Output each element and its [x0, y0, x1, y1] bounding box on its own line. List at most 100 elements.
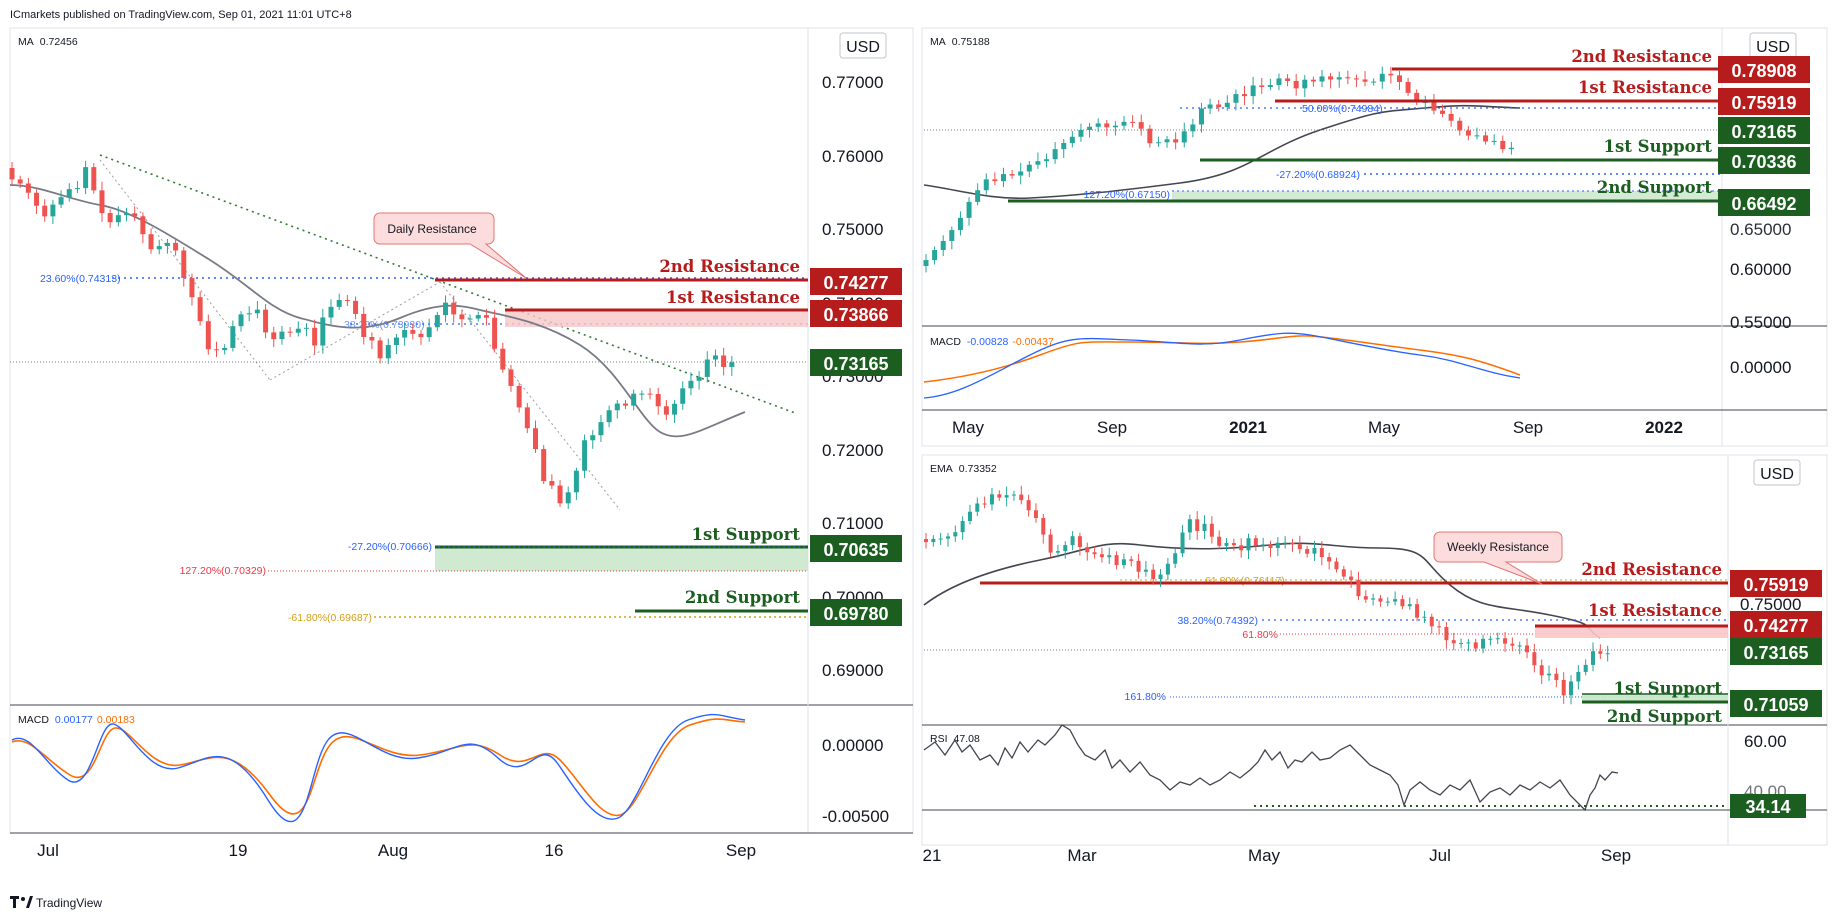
price-tag-text: 0.70336 — [1731, 152, 1796, 172]
candles — [924, 485, 1610, 705]
fib-label: -27.20%(0.70666) — [348, 541, 432, 553]
resistance-zone — [1535, 626, 1728, 638]
candle — [931, 538, 936, 543]
tradingview-brand: TradingView — [36, 896, 102, 910]
candle — [1259, 85, 1265, 88]
candle — [582, 440, 588, 471]
price-tag-text: 0.73866 — [823, 305, 888, 325]
candle — [1055, 551, 1060, 553]
candle — [992, 179, 998, 182]
candle — [483, 315, 489, 318]
price-tag — [810, 535, 902, 562]
price-tag-text: 0.73165 — [823, 354, 888, 374]
price-tag — [1730, 611, 1822, 638]
candle — [1440, 110, 1446, 114]
candle — [181, 250, 187, 279]
candle — [1121, 559, 1126, 566]
candle — [663, 406, 669, 415]
candle — [9, 168, 15, 180]
candle — [1517, 645, 1522, 647]
candle — [957, 217, 963, 231]
price-tag — [1718, 189, 1810, 216]
candle — [1353, 78, 1359, 80]
candle — [945, 536, 950, 539]
candle — [1400, 599, 1405, 607]
macd-label: MACD 0.00177 0.00183 — [18, 714, 135, 726]
candle — [1539, 665, 1544, 676]
x-tick: May — [1248, 846, 1281, 865]
fib-label: 127.20%(0.70329) — [180, 565, 266, 577]
candle — [1310, 79, 1316, 82]
candle — [1138, 122, 1144, 129]
candle — [1371, 598, 1376, 600]
y-tick: 0.75000 — [822, 220, 883, 239]
price-tag — [810, 300, 902, 327]
candle — [1165, 563, 1170, 575]
candle — [1297, 544, 1302, 550]
candle — [696, 376, 702, 381]
price-tag — [810, 599, 902, 626]
candle — [336, 299, 342, 307]
candle — [647, 393, 653, 395]
candle — [1503, 638, 1508, 644]
candle — [1510, 643, 1515, 646]
candle — [1422, 616, 1427, 618]
price-tag-text: 0.69780 — [823, 604, 888, 624]
candle — [1396, 75, 1402, 82]
candle — [729, 362, 735, 367]
candle — [1605, 653, 1610, 655]
candle — [1525, 645, 1530, 653]
candle — [590, 435, 596, 441]
candle — [189, 278, 195, 298]
macd-tick: -0.00500 — [822, 807, 889, 826]
candle — [1151, 569, 1156, 579]
candle — [1095, 123, 1101, 127]
candle — [1035, 161, 1041, 165]
currency-badge[interactable] — [839, 32, 887, 59]
candle — [1444, 627, 1449, 641]
candle — [1114, 555, 1119, 566]
candle — [1231, 543, 1236, 546]
x-tick: 21 — [923, 846, 942, 865]
candle — [156, 246, 162, 250]
candle — [508, 369, 514, 386]
daily-resistance-callout — [373, 212, 527, 279]
candle — [1158, 574, 1163, 579]
candle — [279, 331, 285, 340]
candle — [655, 394, 661, 407]
fib-label: -61.80%(0.69687) — [288, 612, 372, 624]
candle — [1061, 142, 1067, 150]
candle — [1378, 598, 1383, 602]
candle — [1267, 85, 1273, 88]
level-name: 1st Support — [692, 525, 801, 544]
candle — [42, 205, 48, 217]
candle — [1233, 94, 1239, 103]
fib-label: 61.80% — [1242, 629, 1278, 641]
candle — [91, 167, 97, 191]
candle — [1092, 552, 1097, 555]
candle — [1009, 174, 1015, 176]
price-tag — [810, 268, 902, 295]
currency-badge[interactable] — [1753, 459, 1801, 486]
candle — [1207, 104, 1213, 109]
candles — [9, 160, 735, 509]
candle — [1019, 494, 1024, 501]
level-name: 1st Resistance — [1578, 78, 1712, 97]
candle — [924, 539, 928, 543]
candle — [1481, 638, 1486, 649]
fib-label: 61.80%(0.76117) — [1205, 575, 1285, 587]
ma-label: MA 0.75188 — [930, 36, 990, 48]
candle — [1099, 554, 1104, 558]
candle — [1312, 548, 1317, 554]
candle — [443, 302, 449, 316]
rsi-tick: 60.00 — [1744, 732, 1787, 751]
candle — [1334, 561, 1339, 570]
candle — [1328, 76, 1334, 80]
fib-label: 23.60%(0.74313) — [40, 273, 121, 285]
candle — [434, 315, 440, 328]
candle — [1069, 136, 1075, 143]
candle — [1147, 128, 1153, 144]
candle — [1405, 81, 1411, 93]
left-panel-frame — [9, 27, 914, 834]
